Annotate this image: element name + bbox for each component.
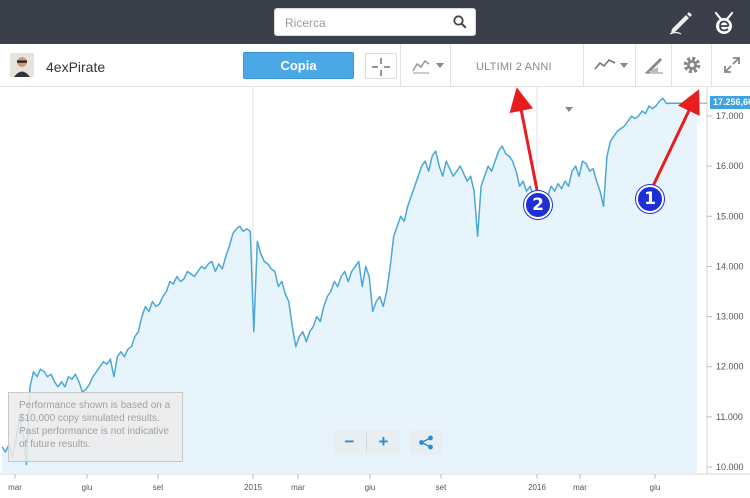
fullscreen-button[interactable] xyxy=(711,44,750,87)
zoom-in-button[interactable]: + xyxy=(378,432,389,451)
x-tick-label: mar xyxy=(573,483,587,492)
disclaimer: Performance shown is based on a $10,000 … xyxy=(8,392,183,462)
username[interactable]: 4exPirate xyxy=(46,59,106,75)
zoom-out-button[interactable]: − xyxy=(344,432,355,451)
y-tick-label: 11.000 xyxy=(716,412,743,422)
y-tick-label: 13.000 xyxy=(716,312,744,322)
share-icon xyxy=(419,435,433,450)
x-tick-label: mar xyxy=(8,483,22,492)
period-select[interactable] xyxy=(450,44,583,87)
series-line xyxy=(1,97,697,466)
settings-button[interactable] xyxy=(671,44,711,87)
marker-1: 1 xyxy=(636,185,664,213)
y-tick-label: 17.000 xyxy=(716,111,744,121)
fullscreen-icon xyxy=(724,57,740,73)
zoom-controls: − + xyxy=(333,430,400,455)
crosshair-button[interactable] xyxy=(365,53,397,79)
chart-svg[interactable]: 10.000 11.000 12.000 13.000 14.000 15.000 16.0… xyxy=(0,87,750,498)
avatar[interactable] xyxy=(10,53,34,77)
y-tick-label: 16.000 xyxy=(716,161,744,171)
period-label[interactable]: ULTIMI 2 ANNI xyxy=(476,61,552,73)
chevron-down-icon xyxy=(565,107,573,112)
top-bar: Ricerca xyxy=(0,0,750,44)
search-input[interactable]: Ricerca xyxy=(285,16,326,30)
y-tick-label: 12.000 xyxy=(716,362,744,372)
x-tick-label: mar xyxy=(291,483,305,492)
x-tick-label: set xyxy=(436,483,447,492)
zoom-divider xyxy=(366,433,367,452)
x-tick-label: giu xyxy=(82,483,93,492)
marker-2: 2 xyxy=(524,191,552,219)
etoro-logo-icon[interactable] xyxy=(710,9,738,37)
y-tick-label: 15.000 xyxy=(716,211,744,221)
y-tick-label: 10.000 xyxy=(716,462,744,472)
performance-chart[interactable]: 10.000 11.000 12.000 13.000 14.000 15.000 16.0… xyxy=(0,87,750,498)
search-icon[interactable] xyxy=(453,15,467,29)
settings-icon xyxy=(683,56,701,74)
x-tick-label: 2016 xyxy=(528,483,546,492)
draw-icon xyxy=(645,58,663,74)
y-tick-label: 14.000 xyxy=(716,261,744,271)
chart-toolbar: 4exPirate Copia ULTIMI 2 ANNI xyxy=(0,44,750,112)
share-button[interactable] xyxy=(409,430,443,455)
indicator-icon xyxy=(594,59,616,70)
chart-type-icon xyxy=(412,59,430,74)
draw-button[interactable] xyxy=(635,44,671,87)
copy-button[interactable]: Copia xyxy=(243,52,354,79)
chart-type-button[interactable] xyxy=(400,44,450,87)
x-tick-label: giu xyxy=(365,483,376,492)
pen-icon[interactable] xyxy=(668,9,694,35)
last-value-label: 17.256,60 xyxy=(710,96,750,109)
crosshair-icon xyxy=(372,58,390,76)
chevron-down-icon xyxy=(620,63,628,68)
x-tick-label: set xyxy=(153,483,164,492)
search-box[interactable]: Ricerca xyxy=(274,8,476,36)
series-area xyxy=(2,98,697,475)
chevron-down-icon xyxy=(436,63,444,68)
x-tick-label: 2015 xyxy=(244,483,262,492)
x-tick-label: giu xyxy=(650,483,661,492)
indicator-button[interactable] xyxy=(583,44,635,87)
